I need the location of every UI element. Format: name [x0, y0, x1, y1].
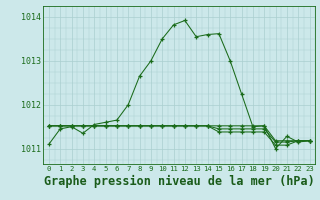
X-axis label: Graphe pression niveau de la mer (hPa): Graphe pression niveau de la mer (hPa)	[44, 175, 315, 188]
